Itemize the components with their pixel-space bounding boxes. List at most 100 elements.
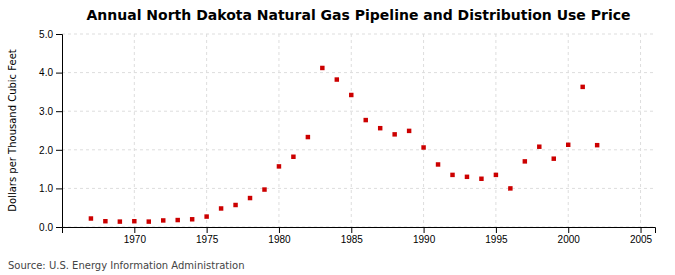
point: [537, 144, 541, 148]
grid-line: [351, 34, 352, 227]
grid-line: [423, 34, 424, 227]
tick-label: 1980: [268, 234, 291, 245]
point: [508, 186, 512, 190]
x-axis: 1970 1975 1980 1985 1990 1995 2000 2005: [63, 227, 656, 245]
point: [118, 219, 122, 223]
grid: [62, 34, 655, 227]
point: [335, 77, 339, 81]
chart: 1970 1975 1980 1985 1990 1995 2000 2005 0.0 1.0 2.…: [0, 0, 675, 275]
point: [580, 85, 584, 89]
grid-line: [62, 34, 655, 35]
plot-area: 1970 1975 1980 1985 1990 1995 2000 2005 0.0 1.0 2.…: [39, 29, 655, 245]
tick-label: 1985: [341, 234, 364, 245]
y-axis: 0.0 1.0 2.0 3.0 4.0 5.0: [39, 29, 62, 233]
point: [566, 143, 570, 147]
point: [306, 135, 310, 139]
tick-mark: [641, 227, 642, 233]
point: [291, 155, 295, 159]
point: [436, 162, 440, 166]
grid-line: [495, 34, 496, 227]
tick-label: 2000: [558, 234, 581, 245]
tick-label: 2005: [630, 234, 653, 245]
tick-mark: [207, 227, 208, 233]
tick: 1975: [196, 227, 219, 245]
point: [363, 118, 367, 122]
tick-mark: [568, 227, 569, 233]
grid-line: [62, 72, 655, 73]
point: [479, 177, 483, 181]
point: [450, 173, 454, 177]
point: [392, 132, 396, 136]
tick: 1970: [124, 227, 147, 245]
point: [248, 196, 252, 200]
point: [204, 214, 208, 218]
tick-mark: [279, 227, 280, 233]
tick-label: 0.0: [39, 222, 53, 233]
tick: 0.0: [39, 222, 62, 233]
tick-mark: [56, 111, 62, 112]
tick-label: 4.0: [39, 67, 53, 78]
points: [89, 66, 600, 224]
tick-label: 1970: [124, 234, 147, 245]
grid-line: [62, 149, 655, 150]
y-axis-title: Dollars per Thousand Cubic Feet: [7, 49, 18, 212]
tick: 1985: [341, 227, 364, 245]
axis-line: [56, 35, 63, 228]
tick-mark: [56, 73, 62, 74]
grid-line: [134, 34, 135, 227]
tick-label: 5.0: [39, 29, 53, 40]
tick-mark: [496, 227, 497, 233]
point: [523, 159, 527, 163]
tick: 5.0: [39, 29, 62, 40]
point: [132, 219, 136, 223]
tick-label: 1975: [196, 234, 219, 245]
annotation: Source: U.S. Energy Information Administ…: [8, 260, 245, 271]
tick: 1995: [485, 227, 508, 245]
tick-label: 1995: [485, 234, 508, 245]
point: [378, 126, 382, 130]
tick-label: 1.0: [39, 183, 53, 194]
point: [595, 143, 599, 147]
tick: 2000: [558, 227, 581, 245]
point: [147, 219, 151, 223]
tick-mark: [424, 227, 425, 233]
point: [262, 187, 266, 191]
tick: 1.0: [39, 183, 62, 194]
tick-mark: [134, 227, 135, 233]
tick-mark: [56, 150, 62, 151]
tick: 3.0: [39, 106, 62, 117]
point: [407, 129, 411, 133]
point: [219, 206, 223, 210]
tick-mark: [56, 34, 62, 35]
point: [465, 175, 469, 179]
point: [277, 164, 281, 168]
tick-mark: [56, 188, 62, 189]
point: [103, 219, 107, 223]
point: [494, 173, 498, 177]
grid-line: [62, 188, 655, 189]
tick: 4.0: [39, 67, 62, 78]
tick: 2005: [630, 227, 653, 245]
tick-label: 3.0: [39, 106, 53, 117]
grid-line: [206, 34, 207, 227]
grid-line: [62, 111, 655, 112]
tick-label: 1990: [413, 234, 436, 245]
point: [190, 217, 194, 221]
tick-label: 2.0: [39, 145, 53, 156]
tick: 2.0: [39, 145, 62, 156]
point: [421, 145, 425, 149]
point: [89, 216, 93, 220]
point: [552, 156, 556, 160]
point: [320, 66, 324, 70]
tick-mark: [56, 227, 62, 228]
grid-line: [640, 34, 641, 227]
tick-mark: [351, 227, 352, 233]
point: [233, 203, 237, 207]
axis-line: [63, 228, 656, 234]
grid-line: [568, 34, 569, 227]
tick: 1990: [413, 227, 436, 245]
tick: 1980: [268, 227, 291, 245]
point: [175, 218, 179, 222]
point: [349, 93, 353, 97]
grid-line: [278, 34, 279, 227]
